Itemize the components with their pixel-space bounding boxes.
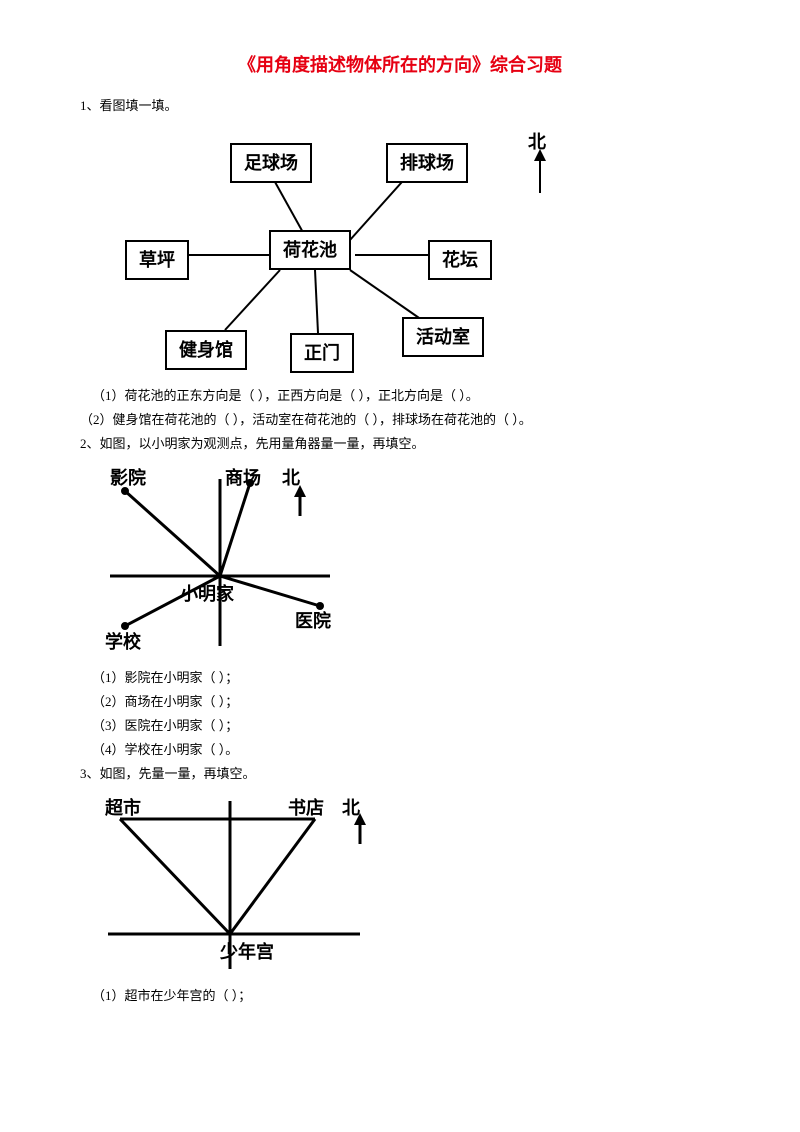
q1-sub2: （2）健身馆在荷花池的（ ），活动室在荷花池的（ ），排球场在荷花池的（ ）。 [80,409,720,431]
node-gym: 健身馆 [165,330,247,371]
page-title: 《用角度描述物体所在的方向》综合习题 [80,50,720,81]
q1-sub1: （1）荷花池的正东方向是（ ），正西方向是（ ），正北方向是（ ）。 [80,385,720,407]
node-center: 荷花池 [269,230,351,271]
diagram-2: 影院商场北小明家医院学校 [90,461,390,661]
node-activity: 活动室 [402,317,484,358]
north-label: 北 [528,127,546,158]
q2-s4: （4）学校在小明家（ ）。 [80,739,720,761]
q3-s1: （1）超市在少年宫的（ ）； [80,985,720,1007]
q3-prompt: 3、如图，先量一量，再填空。 [80,763,720,785]
q2-s1: （1）影院在小明家（ ）； [80,667,720,689]
node-football: 足球场 [230,143,312,184]
node-lawn: 草坪 [125,240,189,281]
diagram-3: 超市书店北少年宫 [90,789,410,979]
q1-prompt: 1、看图填一填。 [80,95,720,117]
q2-s3: （3）医院在小明家（ ）； [80,715,720,737]
q2-prompt: 2、如图，以小明家为观测点，先用量角器量一量，再填空。 [80,433,720,455]
node-flowerbed: 花坛 [428,240,492,281]
node-volleyball: 排球场 [386,143,468,184]
q2-s2: （2）商场在小明家（ ）； [80,691,720,713]
diagram-1: 荷花池 足球场 排球场草坪 花坛健身馆 正门 活动室 北 [110,125,570,375]
node-gate: 正门 [290,333,354,374]
